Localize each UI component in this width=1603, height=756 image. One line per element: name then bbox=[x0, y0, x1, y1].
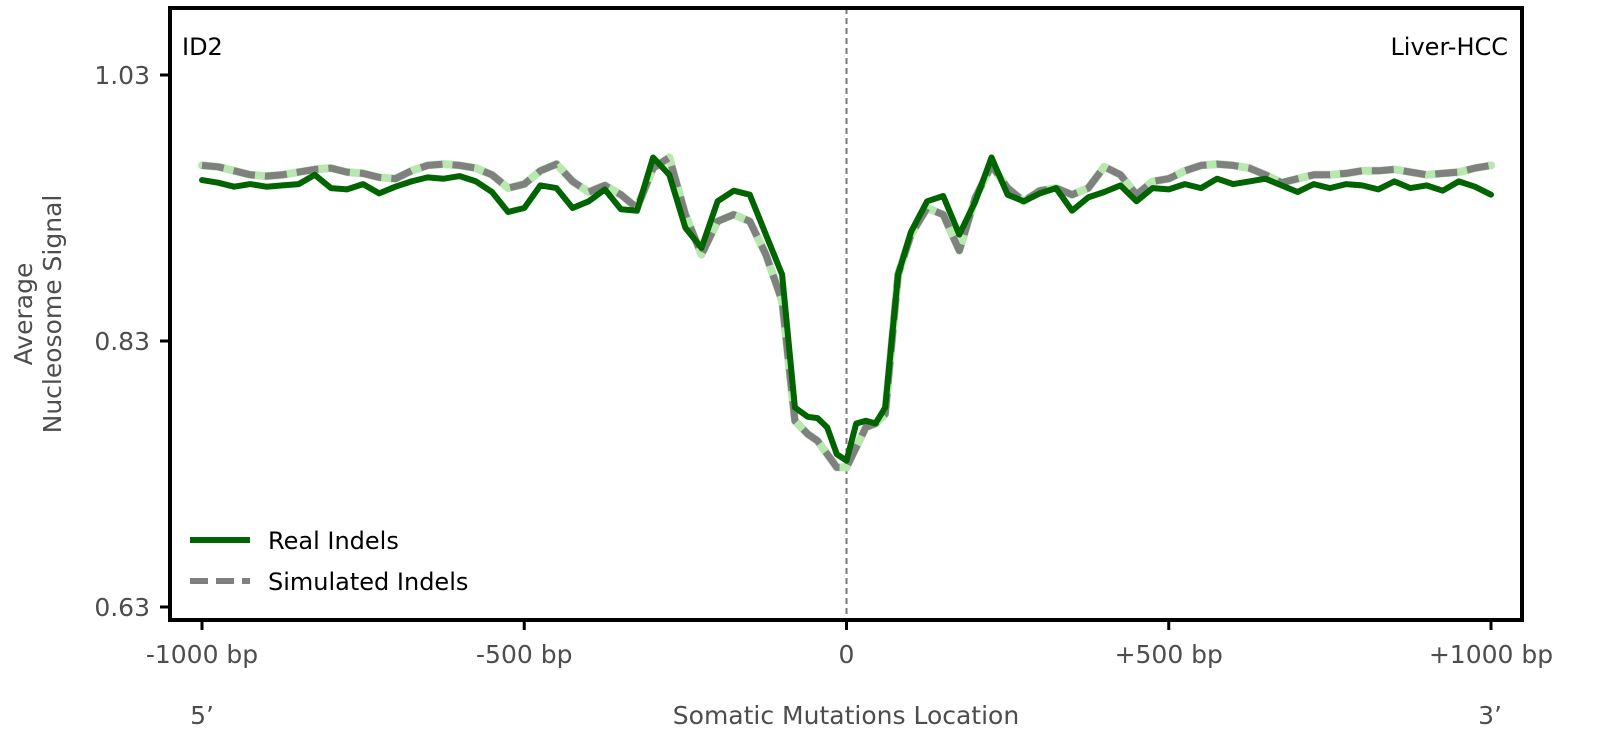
x-axis: -1000 bp -500 bp 0 +500 bp +1000 bp bbox=[146, 620, 1553, 669]
y-tick-label: 0.83 bbox=[94, 327, 150, 356]
signature-label: ID2 bbox=[182, 33, 223, 61]
x-tick-label: +500 bp bbox=[1115, 640, 1223, 669]
five-prime-label: 5’ bbox=[190, 701, 214, 730]
plot-area bbox=[198, 8, 1495, 620]
y-tick-label: 1.03 bbox=[94, 61, 150, 90]
legend-label-real-indels: Real Indels bbox=[268, 527, 399, 555]
legend: Real Indels Simulated Indels bbox=[190, 527, 468, 596]
x-tick-label: 0 bbox=[839, 640, 855, 669]
y-axis-label-line2: Nucleosome Signal bbox=[38, 195, 67, 434]
three-prime-label: 3’ bbox=[1478, 701, 1502, 730]
x-axis-label: Somatic Mutations Location bbox=[673, 701, 1019, 730]
x-tick-label: +1000 bp bbox=[1429, 640, 1553, 669]
x-tick-label: -1000 bp bbox=[146, 640, 258, 669]
y-axis: 1.03 0.83 0.63 bbox=[94, 61, 170, 622]
x-tick-label: -500 bp bbox=[476, 640, 572, 669]
cancer-type-label: Liver-HCC bbox=[1390, 33, 1508, 61]
series-line-simulated-indels bbox=[201, 154, 1492, 471]
y-tick-label: 0.63 bbox=[94, 593, 150, 622]
series-line-real-indels bbox=[199, 154, 1494, 464]
y-axis-label-line1: Average bbox=[9, 263, 38, 366]
legend-label-simulated-indels: Simulated Indels bbox=[268, 568, 468, 596]
